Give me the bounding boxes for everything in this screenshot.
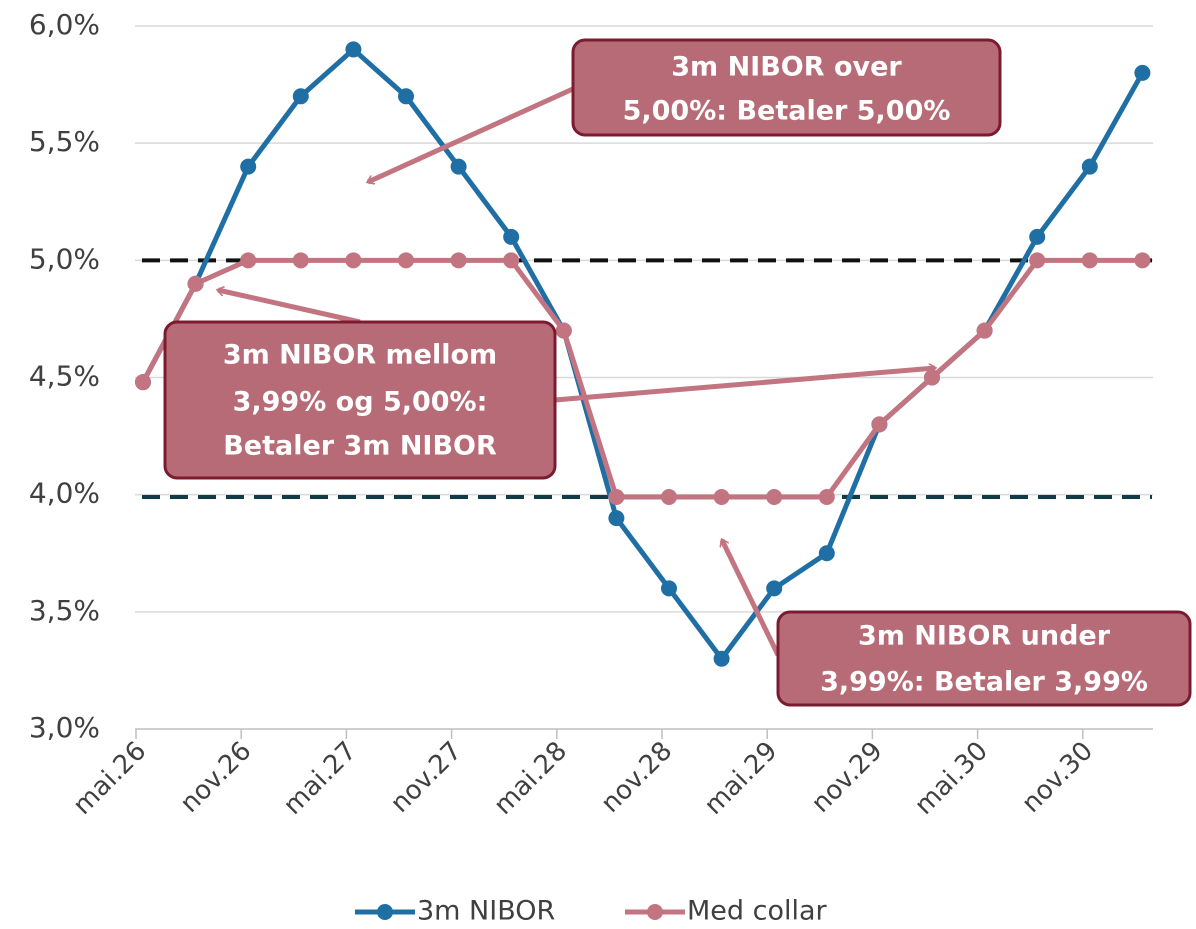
data-point [924,369,940,386]
y-tick-label: 3,5% [29,594,100,627]
data-point [818,545,835,562]
x-tick-label: nov.27 [385,736,468,819]
data-point [1134,64,1151,81]
data-point [292,252,309,269]
data-point [608,489,625,506]
x-tick-label: nov.28 [595,736,678,819]
data-point [555,322,572,339]
data-point [345,41,362,58]
data-point [240,252,257,269]
annotation-text: 3,99%: Betaler 3,99% [820,667,1148,698]
data-point [1081,158,1098,175]
x-tick-label: mai.30 [909,736,994,821]
x-tick-label: nov.26 [175,736,258,819]
y-tick-label: 4,5% [29,360,100,393]
legend-label: 3m NIBOR [417,896,555,927]
data-point [1134,252,1151,269]
x-tick-label: nov.29 [806,736,889,819]
data-point [345,252,362,269]
annotation-box [163,320,557,480]
x-tick-label: mai.27 [278,736,363,821]
x-tick-label: mai.28 [488,736,573,821]
data-point [292,88,309,105]
annotation-arrow [218,290,361,325]
annotation-box [571,38,1002,137]
data-point [976,322,993,339]
series-line [140,257,1143,500]
legend-label: Med collar [687,896,828,927]
annotation-text: 5,00%: Betaler 5,00% [623,96,951,127]
data-point [135,374,151,391]
annotation-text: 3m NIBOR mellom [223,340,497,371]
annotation-text: Betaler 3m NIBOR [223,431,497,462]
x-tick-label: mai.26 [68,736,153,821]
y-tick-label: 5,5% [29,125,100,158]
data-point [661,580,677,597]
legend-marker [377,904,393,920]
data-point [398,252,414,269]
data-point [503,228,520,245]
data-point [713,489,730,506]
data-point [766,489,783,506]
y-tick-label: 5,0% [29,242,100,275]
data-point [398,88,414,105]
data-point [818,489,835,506]
data-point [1029,228,1046,245]
x-tick-label: nov.30 [1016,736,1099,819]
y-tick-label: 4,0% [29,477,100,510]
annotation-text: 3m NIBOR over [671,52,902,83]
annotation-arrow [554,368,935,403]
data-point [871,416,888,433]
data-point [1029,252,1046,269]
annotation-arrow [722,540,781,657]
data-point [713,650,730,667]
data-point [240,158,257,175]
data-point [661,489,677,506]
annotation-arrow [368,85,577,182]
x-tick-label: mai.29 [699,736,784,821]
annotation-text: 3,99% og 5,00%: [233,387,488,418]
y-tick-label: 3,0% [29,711,100,744]
data-point [608,510,625,527]
annotation-text: 3m NIBOR under [858,621,1111,652]
data-point [450,158,467,175]
y-tick-label: 6,0% [29,8,100,41]
data-point [503,252,520,269]
legend-marker [647,904,663,920]
data-point [450,252,467,269]
data-point [766,580,783,597]
data-point [1081,252,1098,269]
data-point [187,275,204,292]
annotation-box [776,610,1192,707]
